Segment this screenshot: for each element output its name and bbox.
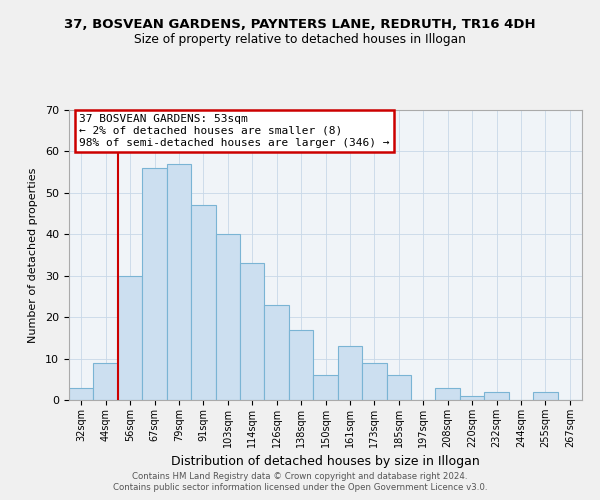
Bar xyxy=(362,362,386,400)
Bar xyxy=(142,168,167,400)
Bar xyxy=(240,264,265,400)
Text: 37 BOSVEAN GARDENS: 53sqm
← 2% of detached houses are smaller (8)
98% of semi-de: 37 BOSVEAN GARDENS: 53sqm ← 2% of detach… xyxy=(79,114,390,148)
Bar xyxy=(484,392,509,400)
Text: Contains public sector information licensed under the Open Government Licence v3: Contains public sector information licen… xyxy=(113,483,487,492)
Bar xyxy=(215,234,240,400)
Bar xyxy=(436,388,460,400)
Bar xyxy=(386,375,411,400)
Text: Contains HM Land Registry data © Crown copyright and database right 2024.: Contains HM Land Registry data © Crown c… xyxy=(132,472,468,481)
Bar xyxy=(313,375,338,400)
Bar xyxy=(94,362,118,400)
Text: 37, BOSVEAN GARDENS, PAYNTERS LANE, REDRUTH, TR16 4DH: 37, BOSVEAN GARDENS, PAYNTERS LANE, REDR… xyxy=(64,18,536,30)
Bar xyxy=(191,206,215,400)
Bar xyxy=(69,388,94,400)
Bar xyxy=(460,396,484,400)
Bar xyxy=(167,164,191,400)
Text: Size of property relative to detached houses in Illogan: Size of property relative to detached ho… xyxy=(134,32,466,46)
Bar xyxy=(533,392,557,400)
Bar xyxy=(118,276,142,400)
Bar xyxy=(265,304,289,400)
Bar xyxy=(289,330,313,400)
X-axis label: Distribution of detached houses by size in Illogan: Distribution of detached houses by size … xyxy=(171,456,480,468)
Bar xyxy=(338,346,362,400)
Y-axis label: Number of detached properties: Number of detached properties xyxy=(28,168,38,342)
